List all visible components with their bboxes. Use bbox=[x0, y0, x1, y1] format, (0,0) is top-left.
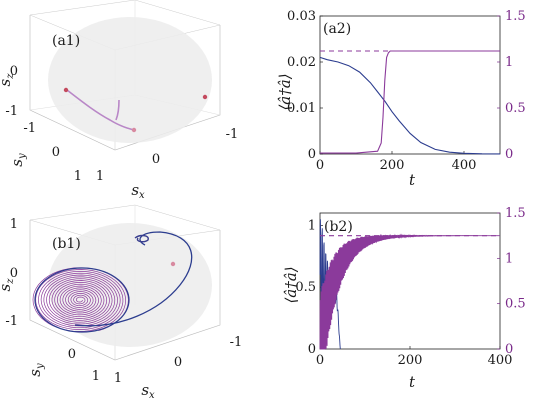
x-tick-label: 0 bbox=[316, 158, 324, 173]
y-right-tick-label: 1 bbox=[505, 55, 513, 70]
a2-frame bbox=[319, 15, 501, 155]
y-right-tick-label: 0.5 bbox=[505, 297, 526, 312]
panel-b1: 1 0 -1 0 1 1 0 -1 sz sy sx (b1) bbox=[0, 204, 243, 401]
y-tick-label: 0.01 bbox=[287, 101, 316, 116]
a2-ylabel: ⟨â†â⟩ bbox=[276, 73, 294, 110]
y-right-tick-label: 1.5 bbox=[505, 9, 526, 24]
b1-x-tick-0: 1 bbox=[114, 371, 122, 386]
a1-z-tick-1: -1 bbox=[5, 104, 18, 119]
a1-z-label: sz bbox=[0, 73, 16, 87]
b2-xlabel: t bbox=[409, 373, 416, 391]
x-tick-label: 200 bbox=[398, 353, 423, 368]
y-right-tick-label: 1.5 bbox=[505, 206, 526, 221]
b1-panel-label: (b1) bbox=[52, 236, 81, 252]
b1-y-tick-1: 1 bbox=[92, 369, 100, 384]
series-line-0 bbox=[319, 56, 501, 155]
b1-x-sub: x bbox=[149, 390, 155, 401]
b1-x-tick-2: -1 bbox=[230, 335, 243, 350]
b1-point bbox=[170, 261, 176, 267]
panel-a1: 0 -1 -1 0 1 1 0 -1 sz sy sx (a1) bbox=[0, 0, 238, 201]
a1-z-sub: z bbox=[5, 73, 16, 80]
x-tick-label: 0 bbox=[316, 353, 324, 368]
y-tick-label: 1 bbox=[308, 218, 316, 233]
a1-x-tick-2: -1 bbox=[226, 127, 239, 142]
b1-z-label: sz bbox=[0, 278, 16, 292]
a1-x-label: sx bbox=[131, 181, 145, 201]
b1-z-tick-1: 0 bbox=[10, 266, 18, 281]
series-line-1 bbox=[319, 233, 500, 350]
b2-panel-label: (b2) bbox=[324, 219, 353, 235]
b1-spiral-path bbox=[32, 267, 129, 332]
x-tick-label: 400 bbox=[452, 158, 477, 173]
x-tick-label: 200 bbox=[380, 158, 405, 173]
a1-z-tick-0: 0 bbox=[10, 64, 18, 79]
bloch-sphere-b bbox=[48, 223, 212, 347]
b1-x-tick-1: 0 bbox=[174, 355, 182, 370]
a1-y-sub: y bbox=[17, 153, 28, 160]
x-tick-label: 400 bbox=[488, 353, 513, 368]
a1-x-sub: x bbox=[139, 190, 145, 201]
y-tick-label: 0.03 bbox=[287, 9, 316, 24]
b1-y-sub: y bbox=[35, 363, 46, 370]
a1-x-tick-1: 0 bbox=[152, 152, 160, 167]
y-right-tick-label: 0 bbox=[505, 342, 513, 357]
bloch-sphere bbox=[48, 17, 212, 143]
b1-y-label: sy bbox=[26, 363, 46, 377]
a1-panel-label: (a1) bbox=[52, 33, 80, 49]
b1-z-tick-0: 1 bbox=[10, 217, 18, 232]
b1-small-loop bbox=[134, 234, 149, 243]
a1-y-tick-2: 1 bbox=[74, 169, 82, 184]
a1-point-1 bbox=[63, 87, 69, 93]
a2-xlabel: t bbox=[409, 171, 416, 189]
b1-spiral-outer bbox=[34, 267, 130, 333]
y-tick-label: 0.02 bbox=[287, 55, 316, 70]
a1-y-label: sy bbox=[8, 153, 28, 167]
y-right-tick-label: 0.5 bbox=[505, 101, 526, 116]
a1-x-tick-0: 1 bbox=[96, 169, 104, 184]
b1-outer-loop bbox=[74, 231, 193, 327]
a1-trajectory-2 bbox=[115, 99, 120, 121]
y-right-tick-label: 1 bbox=[505, 251, 513, 266]
b2-ylabel: ⟨â†â⟩ bbox=[282, 266, 300, 303]
a2-panel-label: (a2) bbox=[323, 21, 351, 37]
b1-z-tick-2: -1 bbox=[5, 314, 18, 329]
y-tick-label: 0 bbox=[308, 342, 316, 357]
a1-trajectory-1 bbox=[66, 89, 135, 131]
y-right-tick-label: 0 bbox=[505, 147, 513, 162]
b1-spiral bbox=[32, 267, 130, 333]
series-line-1 bbox=[320, 50, 500, 154]
a1-point-3 bbox=[131, 127, 137, 133]
b1-y-tick-0: 0 bbox=[68, 347, 76, 362]
b1-x-label: sx bbox=[141, 381, 155, 401]
a1-y-tick-1: 0 bbox=[52, 145, 60, 160]
y-tick-label: 0.5 bbox=[295, 280, 316, 295]
b1-z-sub: z bbox=[5, 278, 16, 285]
a1-point-2 bbox=[202, 94, 208, 100]
a1-y-tick-0: -1 bbox=[23, 121, 36, 136]
y-tick-label: 0 bbox=[308, 147, 316, 162]
